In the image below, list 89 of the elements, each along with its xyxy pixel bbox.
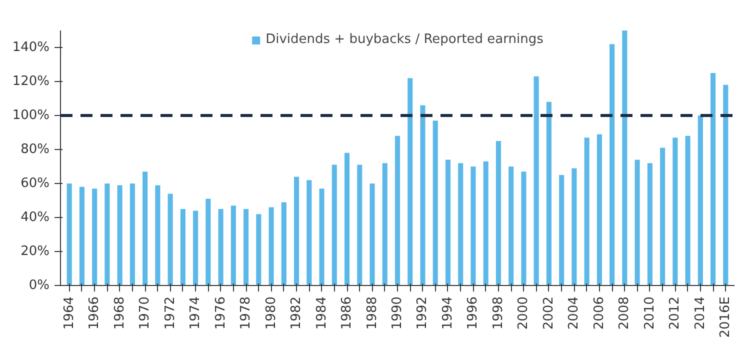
bar: [534, 76, 539, 286]
x-tick-label: 1974: [188, 296, 204, 330]
y-tick-label: 0%: [28, 278, 50, 293]
bar: [483, 161, 488, 286]
x-tick-label: 1982: [289, 296, 304, 330]
bar: [394, 136, 400, 286]
bar: [445, 160, 451, 286]
x-tick-label: 2010: [642, 296, 658, 330]
bar: [92, 188, 98, 286]
bar: [244, 209, 249, 286]
x-tick-label: 2012: [668, 296, 683, 330]
x-tick-label: 1984: [314, 296, 330, 330]
bar: [294, 176, 300, 286]
bar: [610, 44, 615, 286]
bar: [130, 184, 135, 286]
x-tick-label: 2016E: [718, 296, 734, 338]
y-tick-label: 40%: [20, 210, 50, 225]
x-tick-label: 1964: [62, 296, 77, 330]
x-tick-label: 1972: [162, 296, 178, 330]
x-tick-label: 1994: [440, 296, 456, 330]
bar: [521, 172, 526, 286]
bar: [268, 207, 274, 286]
bar: [458, 163, 464, 286]
bar: [584, 138, 590, 286]
bar: [319, 188, 324, 286]
bar: [168, 194, 173, 286]
bar: [634, 160, 640, 286]
x-tick-label: 1988: [364, 296, 380, 330]
y-tick-label: 120%: [12, 74, 50, 89]
x-tick-label: 1980: [264, 296, 279, 330]
x-tick-label: 2008: [617, 296, 632, 330]
x-tick-label: 1990: [390, 296, 405, 330]
bar: [723, 84, 728, 286]
bar: [230, 206, 236, 286]
x-tick-label: 1992: [415, 296, 430, 330]
bar: [685, 136, 690, 286]
bar: [710, 73, 716, 286]
bar: [470, 166, 476, 286]
x-tick-label: 1966: [87, 296, 102, 330]
bar: [281, 202, 286, 286]
x-tick-label: 1976: [213, 296, 228, 330]
bar: [596, 134, 602, 286]
bar: [104, 184, 110, 286]
bar: [622, 30, 628, 286]
y-tick-label: 100%: [12, 108, 50, 123]
bar: [420, 105, 426, 286]
bar: [155, 185, 160, 286]
bar: [382, 163, 388, 286]
x-tick-label: 2004: [566, 296, 582, 330]
bar: [546, 102, 552, 286]
x-tick-label: 1978: [238, 296, 254, 330]
bar: [79, 186, 84, 286]
y-tick-label: 20%: [20, 244, 50, 259]
x-tick-label: 2014: [692, 296, 708, 330]
x-tick-label: 1986: [340, 296, 355, 330]
bar: [408, 78, 413, 286]
bar: [698, 116, 703, 286]
bar: [306, 180, 312, 286]
y-tick-label: 80%: [20, 142, 50, 157]
bar: [193, 210, 198, 286]
bar: [432, 120, 438, 286]
bar: [117, 185, 122, 286]
bar: [206, 198, 211, 286]
x-tick-label: 2002: [541, 296, 556, 330]
x-tick-label: 1998: [490, 296, 506, 330]
bar: [344, 152, 350, 286]
bar: [572, 168, 577, 286]
bar: [332, 164, 337, 286]
bar: [672, 138, 678, 286]
bar: [357, 164, 362, 286]
bar: [647, 163, 652, 286]
x-tick-label: 1968: [112, 296, 128, 330]
y-tick-label: 60%: [20, 176, 50, 191]
x-tick-label: 1970: [138, 296, 153, 330]
bar: [180, 209, 186, 286]
bar: [660, 148, 666, 286]
bar: [559, 175, 564, 286]
bar: [256, 214, 262, 286]
bar: [218, 209, 224, 286]
bar: [370, 184, 375, 286]
x-tick-label: 2006: [592, 296, 607, 330]
x-tick-label: 2000: [516, 296, 532, 330]
bar: [496, 141, 501, 286]
legend-label: Dividends + buybacks / Reported earnings: [266, 32, 544, 47]
x-tick-label: 1996: [466, 296, 481, 330]
y-tick-label: 140%: [12, 40, 50, 55]
bar: [508, 166, 514, 286]
bar: [142, 172, 148, 286]
bar: [66, 184, 72, 286]
